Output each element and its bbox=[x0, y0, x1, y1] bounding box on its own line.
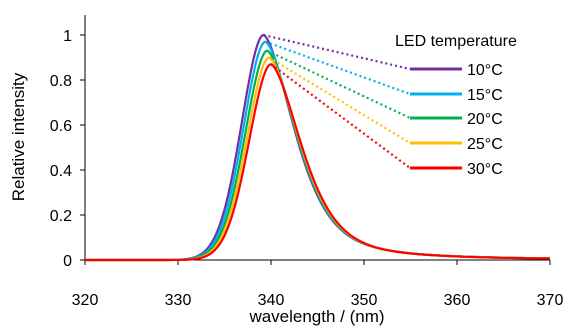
x-tick-label: 340 bbox=[258, 292, 285, 309]
legend-title: LED temperature bbox=[395, 33, 517, 50]
series-layer bbox=[85, 33, 551, 262]
y-tick-label: 0.6 bbox=[50, 118, 72, 135]
y-tick-label: 0.8 bbox=[50, 73, 72, 90]
x-tick-label: 370 bbox=[537, 292, 564, 309]
series-line-30°C bbox=[85, 63, 551, 262]
legend-leader bbox=[270, 63, 411, 169]
legend: LED temperature 10°C 15°C 20°C 25°C 30°C bbox=[395, 33, 517, 178]
x-tick-label: 330 bbox=[165, 292, 192, 309]
legend-label: 15°C bbox=[467, 87, 503, 104]
legend-label: 20°C bbox=[467, 111, 503, 128]
y-tick-label: 0 bbox=[63, 253, 72, 270]
y-tick-label: 0.2 bbox=[50, 208, 72, 225]
series-line-20°C bbox=[85, 49, 551, 262]
y-tick-label: 0.4 bbox=[50, 163, 72, 180]
legend-leader bbox=[268, 56, 411, 144]
x-axis-label: wavelength / (nm) bbox=[248, 307, 384, 326]
x-tick-label: 360 bbox=[444, 292, 471, 309]
x-tick-label: 320 bbox=[72, 292, 99, 309]
x-tick-label: 350 bbox=[351, 292, 378, 309]
legend-leaders bbox=[263, 33, 411, 169]
ticks: 320 330 340 350 360 370 0 0.2 0.4 0.6 0.8 1 bbox=[50, 28, 564, 309]
legend-leader bbox=[265, 40, 411, 96]
legend-leader bbox=[266, 49, 411, 119]
legend-label: 25°C bbox=[467, 136, 503, 153]
legend-label: 10°C bbox=[467, 62, 503, 79]
y-tick-label: 1 bbox=[63, 28, 72, 45]
legend-label: 30°C bbox=[467, 161, 503, 178]
legend-leader bbox=[263, 33, 411, 71]
y-axis-label: Relative intensity bbox=[9, 72, 28, 201]
